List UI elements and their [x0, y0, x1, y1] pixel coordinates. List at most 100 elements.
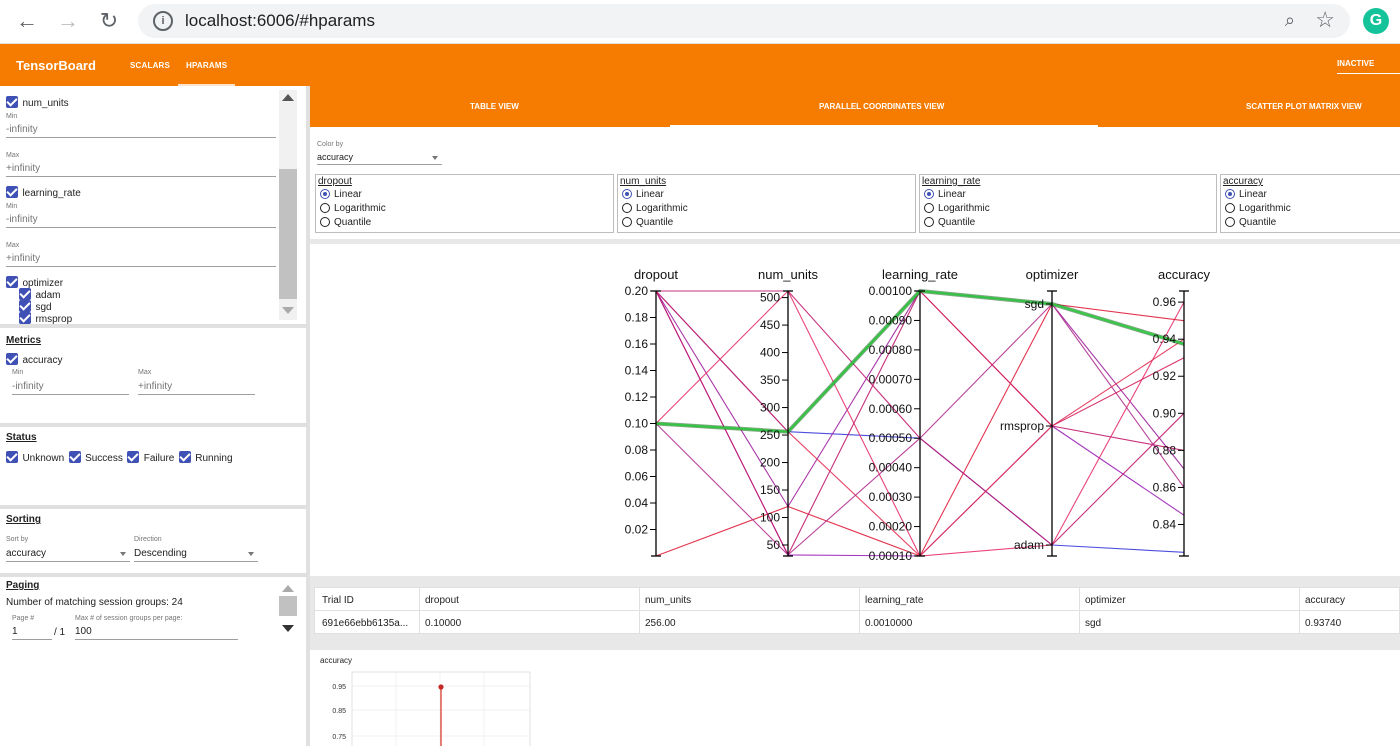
- table-cell[interactable]: sgd: [1085, 618, 1102, 629]
- table-header-trial-id[interactable]: Trial ID: [322, 595, 354, 606]
- status-failure-checkbox[interactable]: Failure: [127, 448, 174, 465]
- table-cell[interactable]: 0.0010000: [865, 618, 913, 629]
- accuracy-max-field[interactable]: +infinity: [138, 381, 255, 395]
- table-cell[interactable]: 691e66ebb6135a...: [322, 618, 409, 629]
- radio-label: Quantile: [334, 217, 372, 228]
- color-by-dropdown[interactable]: accuracy: [317, 152, 442, 165]
- num-units-max-field[interactable]: +infinity: [6, 163, 276, 177]
- radio-logarithmic[interactable]: Logarithmic: [320, 203, 386, 214]
- radio-linear[interactable]: Linear: [320, 189, 362, 200]
- paging-scrollbar[interactable]: [279, 581, 297, 641]
- reload-icon[interactable]: ↻: [99, 8, 119, 33]
- axis-title[interactable]: num_units: [758, 267, 818, 282]
- page-input[interactable]: 1: [12, 626, 52, 640]
- tab-table-view[interactable]: TABLE VIEW: [470, 102, 519, 111]
- num-units-min-field[interactable]: -infinity: [6, 124, 276, 138]
- radio-quantile[interactable]: Quantile: [622, 217, 673, 228]
- radio-label: Linear: [334, 189, 362, 200]
- info-icon[interactable]: i: [153, 11, 173, 31]
- sort-by-dropdown[interactable]: accuracy: [6, 548, 130, 562]
- axis-tick-label: 0.00020: [869, 520, 913, 534]
- tab-scalars[interactable]: SCALARS: [130, 61, 171, 70]
- accuracy-min-field[interactable]: -infinity: [12, 381, 129, 395]
- inactive-dropdown[interactable]: INACTIVE: [1337, 59, 1400, 74]
- axis-title[interactable]: accuracy: [1158, 267, 1211, 282]
- radio-linear[interactable]: Linear: [924, 189, 966, 200]
- status-unknown-checkbox[interactable]: Unknown: [6, 448, 64, 465]
- table-header-optimizer[interactable]: optimizer: [1085, 595, 1126, 606]
- optimizer-checkbox[interactable]: optimizer: [6, 273, 63, 291]
- sort-by-label: Sort by: [6, 536, 29, 543]
- scroll-thumb[interactable]: [279, 169, 297, 299]
- axis-tick-label: 0.84: [1153, 517, 1177, 531]
- status-running-checkbox[interactable]: Running: [178, 448, 233, 465]
- radio-logarithmic[interactable]: Logarithmic: [622, 203, 688, 214]
- optimizer-sgd-checkbox[interactable]: sgd: [19, 297, 52, 315]
- per-page-input[interactable]: 100: [75, 626, 238, 640]
- bookmark-star-icon[interactable]: ☆: [1315, 7, 1335, 32]
- radio-label: Linear: [636, 189, 664, 200]
- tab-parallel-coordinates-view[interactable]: PARALLEL COORDINATES VIEW: [819, 102, 945, 111]
- radio-quantile[interactable]: Quantile: [1225, 217, 1276, 228]
- axis-tick-label: 0.00100: [869, 284, 913, 298]
- tab-hparams[interactable]: HPARAMS: [177, 61, 236, 86]
- column-divider: [859, 588, 860, 633]
- axis-title[interactable]: optimizer: [1026, 267, 1079, 282]
- table-cell[interactable]: 0.93740: [1305, 618, 1342, 629]
- status-running-label: Running: [195, 453, 233, 464]
- divider: [0, 505, 306, 509]
- forward-icon[interactable]: →: [57, 8, 79, 33]
- radio-quantile[interactable]: Quantile: [924, 217, 975, 228]
- table-header-learning-rate[interactable]: learning_rate: [865, 595, 924, 606]
- mini-data-point[interactable]: [438, 684, 444, 690]
- axis-tick-label: 0.18: [625, 311, 649, 325]
- axis-title[interactable]: dropout: [634, 267, 678, 282]
- scroll-thumb[interactable]: [279, 596, 297, 616]
- tab-scatter-plot-matrix-view[interactable]: SCATTER PLOT MATRIX VIEW: [1246, 102, 1362, 111]
- sidebar-splitter[interactable]: [306, 86, 310, 746]
- table-header-num-units[interactable]: num_units: [645, 595, 692, 606]
- table-cell[interactable]: 0.10000: [425, 618, 462, 629]
- table-cell[interactable]: 256.00: [645, 618, 676, 629]
- radio-linear[interactable]: Linear: [622, 189, 664, 200]
- scroll-down-icon[interactable]: [282, 307, 294, 314]
- accuracy-checkbox[interactable]: accuracy: [6, 350, 62, 368]
- grammarly-extension-icon[interactable]: G: [1363, 8, 1389, 34]
- scroll-up-icon[interactable]: [282, 585, 294, 592]
- scale-box-learning-rate: learning_rate Linear Logarithmic Quantil…: [919, 174, 1217, 233]
- direction-dropdown[interactable]: Descending: [134, 548, 258, 562]
- optimizer-rmsprop-checkbox[interactable]: rmsprop: [19, 309, 72, 327]
- learning-rate-min-field[interactable]: -infinity: [6, 214, 276, 228]
- address-bar[interactable]: i localhost:6006/#hparams ⌕ ☆: [138, 4, 1350, 38]
- paging-section: Paging Number of matching session groups…: [0, 577, 306, 746]
- axis-tick-label: 0.02: [625, 523, 649, 537]
- table-header-accuracy[interactable]: accuracy: [1305, 595, 1346, 606]
- divider: [0, 573, 306, 577]
- axis-title[interactable]: learning_rate: [882, 267, 958, 282]
- zoom-icon[interactable]: ⌕: [1284, 10, 1295, 30]
- radio-quantile[interactable]: Quantile: [320, 217, 371, 228]
- mini-tick: 0.95: [332, 684, 346, 691]
- table-header-dropout[interactable]: dropout: [425, 595, 459, 606]
- scroll-up-icon[interactable]: [282, 94, 294, 101]
- learning-rate-checkbox[interactable]: learning_rate: [6, 183, 81, 201]
- status-success-checkbox[interactable]: Success: [68, 448, 123, 465]
- scale-box-title: dropout: [318, 176, 352, 187]
- parallel-coordinates-chart[interactable]: dropout 0.20 0.18 0.16 0.14 0.12 0.10 0.08 0.06 0…: [310, 244, 1400, 576]
- num-units-checkbox[interactable]: num_units: [6, 93, 69, 111]
- learning-rate-max-field[interactable]: +infinity: [6, 253, 276, 267]
- url-text[interactable]: localhost:6006/#hparams: [185, 11, 375, 30]
- accuracy-mini-chart[interactable]: 0.95 0.85 0.75: [310, 666, 550, 746]
- optimizer-adam-checkbox[interactable]: adam: [19, 285, 60, 303]
- scroll-down-icon[interactable]: [282, 625, 294, 632]
- axis-tick-label: 0.94: [1153, 332, 1177, 346]
- axis-tick-label: 0.90: [1153, 406, 1177, 420]
- axis-tick-label: 0.16: [625, 337, 649, 351]
- hparams-scrollbar[interactable]: [279, 90, 297, 320]
- radio-logarithmic[interactable]: Logarithmic: [924, 203, 990, 214]
- axis-tick-label: 0.88: [1153, 443, 1177, 457]
- radio-linear[interactable]: Linear: [1225, 189, 1267, 200]
- axis-tick-label: 50: [767, 538, 781, 552]
- back-icon[interactable]: ←: [16, 8, 38, 33]
- radio-logarithmic[interactable]: Logarithmic: [1225, 203, 1291, 214]
